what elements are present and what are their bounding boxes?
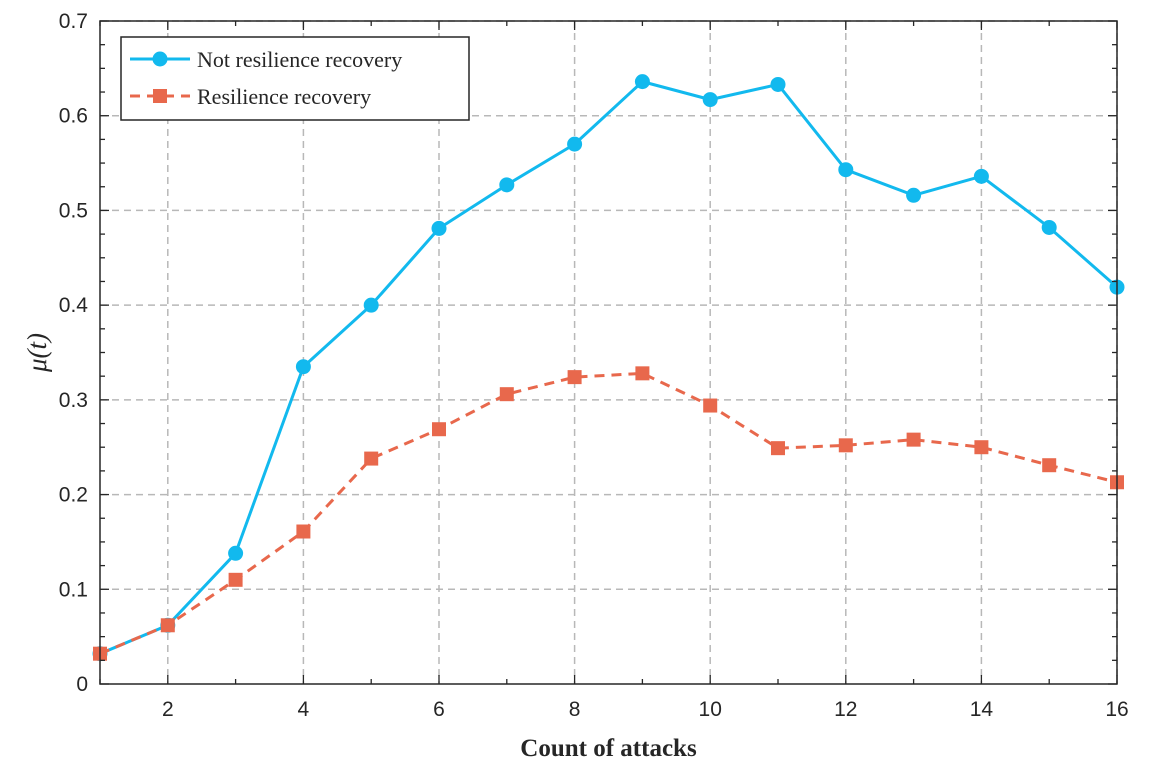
x-tick-label: 8 bbox=[569, 698, 581, 721]
data-point bbox=[906, 187, 922, 203]
data-point bbox=[771, 441, 785, 456]
series-1 bbox=[92, 74, 1125, 662]
data-point bbox=[228, 545, 244, 561]
legend-label: Resilience recovery bbox=[197, 84, 371, 109]
legend-entries: Not resilience recovery Resilience recove… bbox=[130, 47, 402, 109]
y-tick-label: 0.6 bbox=[59, 105, 88, 128]
y-tick-label: 0.3 bbox=[59, 389, 88, 412]
y-tick-label: 0 bbox=[76, 673, 88, 696]
ticks bbox=[99, 20, 1118, 685]
data-point bbox=[499, 387, 514, 402]
series-2 bbox=[93, 366, 1124, 661]
x-tick-label: 10 bbox=[699, 698, 722, 721]
legend-entry: Not resilience recovery bbox=[130, 47, 402, 72]
legend-marker bbox=[153, 89, 167, 103]
x-tick-label: 12 bbox=[834, 698, 857, 721]
data-point bbox=[770, 76, 786, 92]
data-point bbox=[364, 451, 379, 466]
x-tick-label: 16 bbox=[1105, 698, 1128, 721]
data-point bbox=[432, 422, 446, 437]
legend-marker bbox=[152, 51, 168, 67]
legend-entry: Resilience recovery bbox=[130, 84, 371, 109]
data-point bbox=[567, 136, 583, 152]
data-point bbox=[838, 162, 854, 178]
x-tick-label: 14 bbox=[970, 698, 994, 721]
x-tick-label: 4 bbox=[298, 698, 310, 721]
y-tick-label: 0.7 bbox=[59, 10, 88, 33]
y-axis-title: μ(t) bbox=[22, 333, 52, 373]
series-layer bbox=[92, 74, 1125, 662]
data-point bbox=[838, 438, 853, 453]
data-point bbox=[906, 432, 921, 447]
series-line bbox=[99, 80, 1118, 656]
legend: Not resilience recovery Resilience recove… bbox=[120, 36, 470, 121]
data-point bbox=[974, 440, 989, 455]
data-point bbox=[1041, 219, 1057, 235]
data-point bbox=[499, 177, 515, 193]
legend-label: Not resilience recovery bbox=[197, 47, 402, 72]
y-tick-label: 0.1 bbox=[59, 578, 88, 601]
data-point bbox=[702, 92, 718, 108]
y-tick-label: 0.4 bbox=[59, 294, 89, 317]
series-line bbox=[99, 371, 1118, 656]
x-tick-label: 6 bbox=[433, 698, 445, 721]
y-tick-label: 0.5 bbox=[59, 199, 88, 222]
data-point bbox=[567, 370, 582, 385]
data-point bbox=[363, 297, 379, 313]
tick-labels: 2 4 6 8 10 12 14 16 0 0.1 0.2 0.3 0.4 0.5 0.6 0.7 bbox=[59, 10, 1129, 721]
data-point bbox=[1042, 458, 1057, 473]
data-point bbox=[703, 398, 718, 413]
data-point bbox=[296, 524, 311, 539]
x-tick-label: 2 bbox=[162, 698, 174, 721]
y-tick-label: 0.2 bbox=[59, 484, 88, 507]
data-point bbox=[973, 168, 989, 184]
data-point bbox=[635, 366, 650, 381]
data-point bbox=[431, 220, 447, 236]
data-point bbox=[634, 74, 650, 90]
legend-box bbox=[120, 36, 470, 121]
data-point bbox=[295, 359, 311, 375]
data-point bbox=[228, 572, 243, 587]
data-point bbox=[160, 618, 175, 633]
x-axis-title: Count of attacks bbox=[520, 735, 697, 762]
